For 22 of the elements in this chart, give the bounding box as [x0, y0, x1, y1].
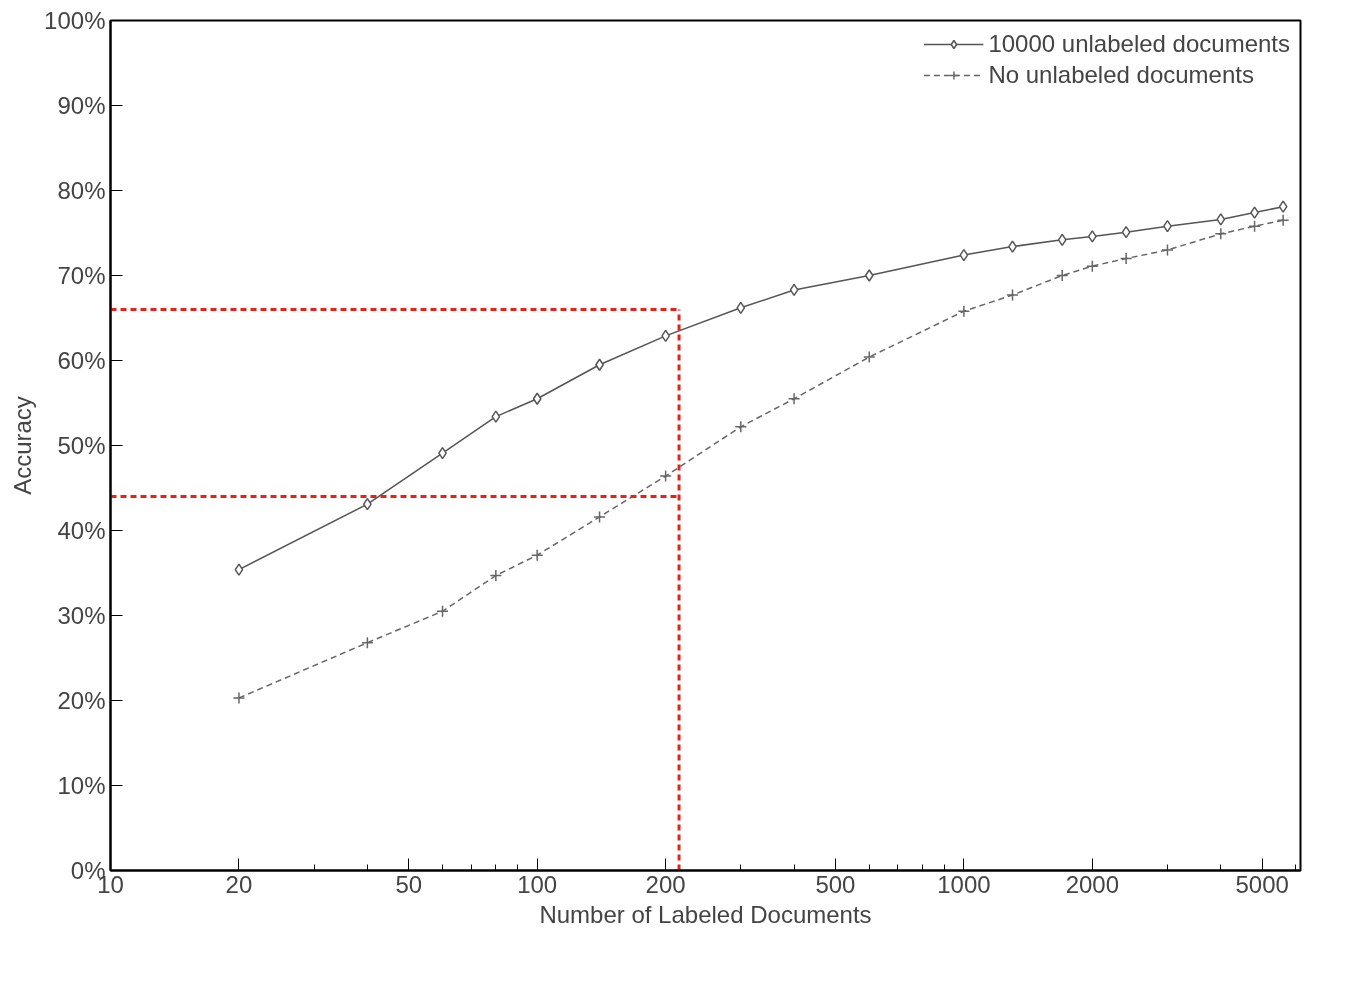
x-tick-label: 100: [517, 870, 558, 898]
x-tick-label: 50: [395, 870, 423, 898]
y-tick-label: 100%: [44, 7, 106, 34]
y-tick-label: 30%: [57, 602, 106, 629]
x-tick-label: 5000: [1235, 870, 1289, 898]
y-tick-label: 80%: [57, 177, 106, 204]
y-tick-label: 40%: [57, 517, 106, 544]
x-tick-label: 200: [645, 870, 686, 898]
x-tick-label: 20: [225, 870, 253, 898]
x-tick-label: 2000: [1065, 870, 1120, 898]
y-tick-label: 90%: [57, 92, 106, 119]
y-axis-title: Accuracy: [9, 396, 37, 495]
legend-label: No unlabeled documents: [988, 61, 1254, 89]
y-tick-label: 70%: [57, 262, 106, 289]
y-tick-label: 60%: [57, 347, 106, 374]
x-axis-title: Number of Labeled Documents: [539, 900, 872, 928]
x-tick-label: 1000: [937, 870, 991, 898]
y-tick-label: 50%: [57, 432, 106, 459]
y-tick-label: 20%: [57, 687, 106, 714]
x-tick-label: 500: [815, 870, 856, 898]
y-tick-label: 10%: [57, 772, 106, 799]
legend-label: 10000 unlabeled documents: [988, 30, 1290, 58]
